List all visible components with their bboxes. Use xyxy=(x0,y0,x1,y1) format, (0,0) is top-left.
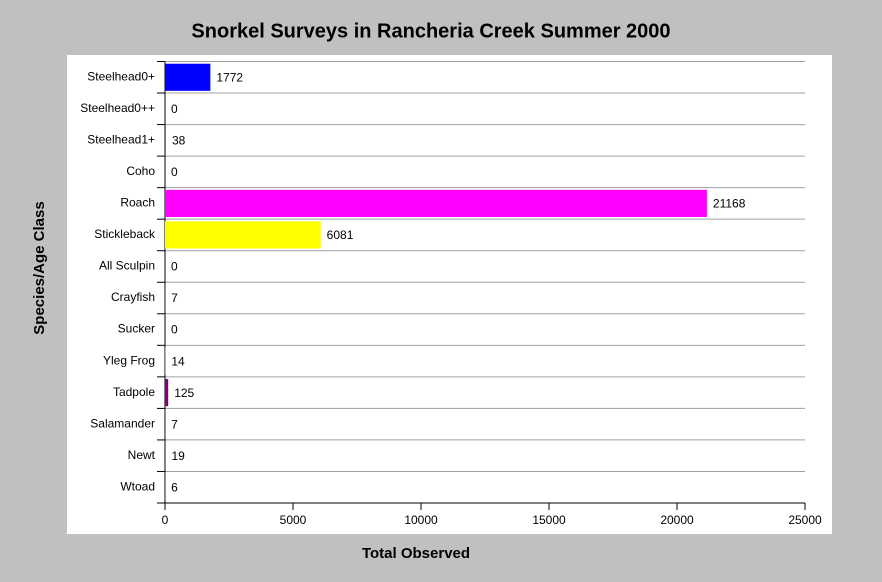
chart-title: Snorkel Surveys in Rancheria Creek Summe… xyxy=(191,20,670,42)
x-tick-label: 10000 xyxy=(404,513,438,527)
value-label: 0 xyxy=(171,102,178,116)
y-tick-label: Salamander xyxy=(90,416,155,430)
y-tick-label: Yleg Frog xyxy=(103,353,155,367)
y-tick-label: Steelhead0+ xyxy=(87,69,155,83)
bar xyxy=(165,126,166,154)
bar xyxy=(165,189,707,217)
x-tick-label: 0 xyxy=(162,513,169,527)
y-tick-label: All Sculpin xyxy=(99,259,155,273)
value-label: 0 xyxy=(171,165,178,179)
value-label: 0 xyxy=(171,323,178,337)
y-tick-label: Coho xyxy=(126,164,155,178)
y-tick-label: Steelhead1+ xyxy=(87,133,155,147)
y-tick-label: Wtoad xyxy=(120,479,155,493)
y-tick-label: Sucker xyxy=(118,322,155,336)
value-label: 1772 xyxy=(216,70,243,84)
value-label: 21168 xyxy=(713,197,746,211)
plot-area xyxy=(67,55,832,534)
value-label: 6081 xyxy=(327,228,354,242)
bar xyxy=(165,63,211,91)
value-label: 14 xyxy=(171,354,185,368)
x-tick-label: 20000 xyxy=(660,513,694,527)
bar xyxy=(165,379,169,407)
value-label: 0 xyxy=(171,260,178,274)
y-tick-label: Newt xyxy=(128,448,156,462)
y-tick-label: Crayfish xyxy=(111,290,155,304)
value-label: 19 xyxy=(171,449,185,463)
y-tick-label: Stickleback xyxy=(94,227,156,241)
y-axis-title: Species/Age Class xyxy=(31,201,48,334)
value-label: 7 xyxy=(171,417,178,431)
x-axis-title: Total Observed xyxy=(362,545,470,562)
y-tick-label: Roach xyxy=(120,196,155,210)
value-label: 125 xyxy=(174,386,194,400)
y-tick-label: Tadpole xyxy=(113,385,155,399)
value-label: 7 xyxy=(171,291,178,305)
x-tick-label: 25000 xyxy=(788,513,822,527)
x-tick-label: 15000 xyxy=(532,513,566,527)
value-label: 6 xyxy=(171,480,178,494)
value-label: 38 xyxy=(172,134,186,148)
y-tick-label: Steelhead0++ xyxy=(80,101,155,115)
x-tick-label: 5000 xyxy=(280,513,307,527)
bar xyxy=(165,221,321,249)
